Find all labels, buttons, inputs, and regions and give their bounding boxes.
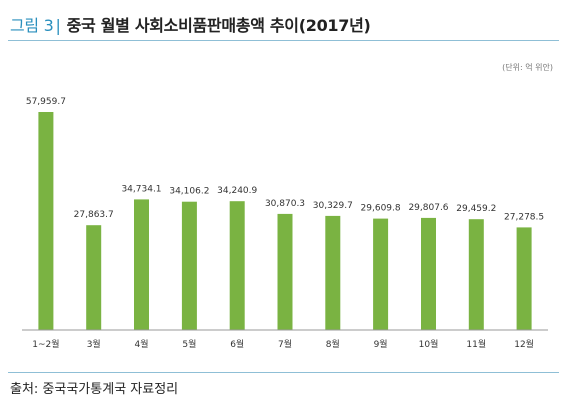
footer-divider	[8, 372, 559, 373]
title-divider	[8, 40, 559, 41]
bar	[373, 218, 389, 330]
figure-title: 그림 3 | 중국 월별 사회소비품판매총액 추이(2017년)	[10, 12, 371, 36]
source-note: 출처: 중국국가통계국 자료정리	[10, 382, 179, 397]
bar	[134, 199, 149, 330]
title-separator: |	[55, 16, 61, 35]
x-tick-label: 5월	[182, 338, 196, 350]
x-tick-label: 7월	[278, 338, 292, 350]
data-label: 34,106.2	[169, 187, 209, 197]
data-label: 29,459.2	[456, 204, 496, 214]
data-label: 30,329.7	[313, 201, 353, 211]
bar	[421, 217, 436, 330]
bar	[229, 201, 245, 330]
data-label: 29,807.6	[408, 203, 448, 213]
bar	[38, 112, 54, 330]
chart-title: 중국 월별 사회소비품판매총액 추이(2017년)	[66, 16, 371, 35]
x-tick-label: 12월	[514, 338, 534, 350]
x-tick-label: 1~2월	[32, 338, 59, 350]
bar	[181, 201, 197, 330]
data-label: 34,734.1	[121, 184, 161, 194]
unit-label: (단위: 억 위안)	[502, 63, 553, 72]
bar	[516, 227, 532, 330]
bar	[277, 213, 293, 330]
bar	[325, 215, 341, 330]
data-label: 27,863.7	[74, 210, 114, 220]
x-tick-label: 10월	[419, 338, 439, 350]
figure-label: 그림 3	[10, 16, 54, 35]
x-tick-label: 6월	[230, 338, 244, 350]
x-tick-label: 11월	[466, 338, 486, 350]
x-tick-label: 4월	[134, 338, 148, 350]
data-label: 27,278.5	[504, 212, 544, 222]
bar	[86, 225, 102, 330]
x-tick-label: 9월	[374, 338, 388, 350]
data-label: 34,240.9	[217, 186, 257, 196]
x-tick-label: 3월	[87, 338, 101, 350]
x-tick-label: 8월	[326, 338, 340, 350]
data-label: 30,870.3	[265, 199, 305, 209]
data-label: 57,959.7	[26, 97, 66, 107]
bar	[468, 219, 484, 330]
data-label: 29,609.8	[361, 204, 401, 214]
